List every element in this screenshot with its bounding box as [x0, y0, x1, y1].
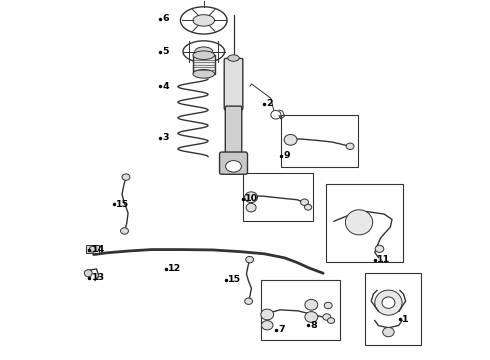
Text: 2: 2 — [267, 99, 273, 108]
Text: 6: 6 — [163, 14, 169, 23]
Ellipse shape — [246, 203, 256, 212]
Text: 13: 13 — [92, 273, 105, 282]
Text: 9: 9 — [283, 151, 290, 160]
Ellipse shape — [245, 192, 258, 203]
FancyBboxPatch shape — [225, 106, 242, 156]
Text: 4: 4 — [163, 82, 169, 91]
Text: 15: 15 — [116, 200, 129, 209]
FancyBboxPatch shape — [224, 58, 243, 110]
Ellipse shape — [382, 297, 395, 309]
Text: 14: 14 — [92, 246, 105, 255]
Ellipse shape — [304, 204, 312, 210]
Text: 3: 3 — [163, 133, 169, 142]
Ellipse shape — [225, 161, 242, 172]
Text: 10: 10 — [245, 194, 258, 203]
Text: 8: 8 — [310, 321, 317, 330]
Bar — [261, 280, 340, 339]
Bar — [365, 273, 421, 345]
Ellipse shape — [262, 320, 273, 330]
Ellipse shape — [228, 55, 239, 61]
Ellipse shape — [300, 199, 309, 206]
Ellipse shape — [121, 228, 128, 234]
Ellipse shape — [122, 174, 130, 180]
Ellipse shape — [375, 290, 402, 315]
Ellipse shape — [261, 309, 274, 320]
Bar — [243, 173, 313, 221]
Text: 15: 15 — [228, 275, 241, 284]
Ellipse shape — [193, 15, 215, 26]
Text: 7: 7 — [278, 325, 285, 334]
Ellipse shape — [346, 143, 354, 149]
Ellipse shape — [383, 327, 394, 337]
Bar — [281, 116, 358, 167]
Text: 5: 5 — [163, 47, 169, 56]
Ellipse shape — [284, 134, 297, 145]
Bar — [193, 55, 215, 74]
Ellipse shape — [345, 210, 373, 235]
Ellipse shape — [327, 318, 335, 323]
Ellipse shape — [193, 51, 215, 59]
Ellipse shape — [324, 302, 332, 309]
Text: 11: 11 — [377, 255, 390, 264]
Text: 12: 12 — [168, 265, 181, 274]
Ellipse shape — [245, 298, 252, 305]
FancyBboxPatch shape — [220, 152, 247, 174]
Text: 1: 1 — [402, 315, 409, 324]
Bar — [87, 245, 98, 253]
Ellipse shape — [195, 47, 213, 56]
Ellipse shape — [323, 314, 331, 320]
Bar — [326, 184, 403, 262]
Ellipse shape — [305, 300, 318, 310]
Ellipse shape — [245, 256, 254, 263]
Ellipse shape — [84, 270, 92, 277]
Ellipse shape — [375, 245, 384, 252]
Ellipse shape — [305, 312, 318, 322]
Ellipse shape — [193, 69, 215, 78]
